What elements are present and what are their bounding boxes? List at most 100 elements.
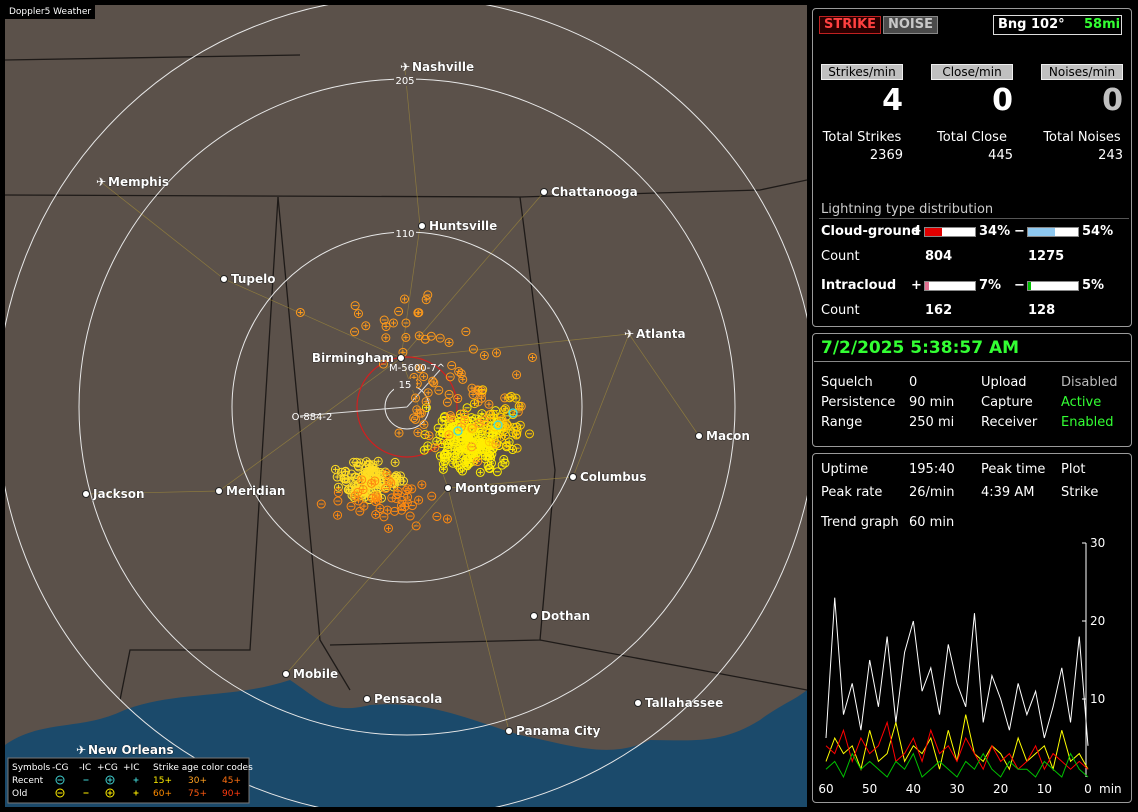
city-label: Chattanooga <box>551 185 638 199</box>
strike-symbol <box>419 372 429 382</box>
strike-symbol <box>333 496 343 506</box>
strike-button[interactable]: STRIKE <box>819 16 882 34</box>
count-label: Count <box>821 249 860 264</box>
strike-symbol-mark <box>426 433 432 439</box>
setting-text: Enabled <box>1061 415 1114 430</box>
status-panel <box>812 8 1132 327</box>
strike-symbol-mark <box>372 499 378 505</box>
strike-symbol <box>432 436 442 446</box>
strike-symbol <box>423 290 433 300</box>
datetime: 7/2/2025 5:38:57 AM <box>821 338 1020 358</box>
rate-button[interactable]: Strikes/min <box>821 64 903 80</box>
strike-symbol-mark <box>504 442 510 448</box>
strike-symbol <box>454 366 464 376</box>
bar-track <box>924 281 976 291</box>
strike-symbol <box>491 348 501 358</box>
range-label: 110 <box>395 229 414 240</box>
bearing: Bng 102° <box>998 17 1065 32</box>
legend-text: Symbols <box>12 763 51 773</box>
setting-text: 0 <box>909 375 918 390</box>
city-dot <box>363 695 371 703</box>
strike-symbol-mark <box>425 443 431 449</box>
strike-symbol-mark <box>486 401 492 407</box>
strike-symbol <box>414 495 424 505</box>
strike-symbol-mark <box>423 399 429 405</box>
strike-symbol <box>371 509 381 519</box>
strike-symbol <box>415 408 425 418</box>
bar-fill <box>1028 228 1055 236</box>
strike-symbol-mark <box>457 465 463 471</box>
strike-symbol-mark <box>456 368 462 374</box>
strike-symbol-mark <box>490 411 496 417</box>
city-dot <box>82 490 90 498</box>
sign: − <box>1014 278 1025 293</box>
city-dot <box>220 275 228 283</box>
legend-symbol <box>105 775 115 785</box>
settings-panel <box>812 333 1132 447</box>
strike-symbol-mark <box>359 477 365 483</box>
strike-symbol-mark <box>502 395 508 401</box>
strike-symbol <box>447 360 457 370</box>
land <box>5 5 807 807</box>
strike-symbol <box>353 309 363 319</box>
age-code: 15+ <box>153 776 172 786</box>
legend-symbol-mark <box>107 777 113 783</box>
strike-symbol <box>332 472 342 482</box>
range-label: 205 <box>395 76 414 87</box>
strike-symbol-mark <box>361 503 367 509</box>
setting-text: 250 mi <box>909 415 955 430</box>
strike-symbol-mark <box>363 459 369 465</box>
city-label: Columbus <box>580 470 647 484</box>
airport-icon: ✈ <box>624 327 634 341</box>
strike-symbol <box>410 414 420 424</box>
strike-symbol <box>455 463 465 473</box>
legend-text: -CG <box>52 763 69 773</box>
noise-button[interactable]: NOISE <box>883 16 939 34</box>
strike-symbol <box>440 453 450 463</box>
uptime-text: 26/min <box>909 485 955 500</box>
rate-button[interactable]: Noises/min <box>1041 64 1123 80</box>
strike-symbol-mark <box>386 525 392 531</box>
strike-symbol <box>347 469 357 479</box>
strike-symbol-mark <box>502 406 508 412</box>
strike-symbol-mark <box>477 469 483 475</box>
setting-text: Capture <box>981 395 1033 410</box>
strike-symbol-mark <box>390 320 396 326</box>
strike-symbol <box>524 429 534 439</box>
strike-symbol <box>415 364 425 374</box>
strike-symbol-mark <box>470 392 476 398</box>
rate-button[interactable]: Close/min <box>931 64 1013 80</box>
strike-symbol <box>390 457 400 467</box>
strike-symbol <box>394 306 404 316</box>
rate-value: 0 <box>1102 83 1123 118</box>
strike-symbol <box>354 462 364 472</box>
strike-symbol <box>350 301 360 311</box>
strike-symbol-mark <box>383 324 389 330</box>
uptime-text: Uptime <box>821 462 869 477</box>
strike-symbol <box>459 409 469 419</box>
strike-symbol-mark <box>352 493 358 499</box>
city-dot <box>540 188 548 196</box>
strike-symbol <box>430 443 440 453</box>
uptime-text: Strike <box>1061 485 1099 500</box>
age-code: 90+ <box>222 789 241 799</box>
strike-symbol <box>450 451 460 461</box>
strike-symbol-mark <box>483 426 489 432</box>
city-label: Panama City <box>516 724 601 738</box>
strike-symbol <box>375 467 385 477</box>
city-label: Tupelo <box>231 272 276 286</box>
city-label: New Orleans <box>88 743 174 757</box>
strike-symbol-mark <box>360 487 366 493</box>
legend-text: Strike age color codes <box>153 763 253 773</box>
strike-symbol-mark <box>369 480 375 486</box>
strike-symbol-mark <box>377 469 383 475</box>
strike-symbol-mark <box>513 432 519 438</box>
trend-graph: 10 20 30 60 50 40 30 20 10 0 min <box>818 536 1121 796</box>
strike-symbol <box>394 428 404 438</box>
setting-text: Range <box>821 415 863 430</box>
strike-symbol <box>487 449 497 459</box>
strike-symbol-mark <box>529 354 535 360</box>
airport-icon: ✈ <box>76 743 86 757</box>
strike-symbol <box>461 455 471 465</box>
